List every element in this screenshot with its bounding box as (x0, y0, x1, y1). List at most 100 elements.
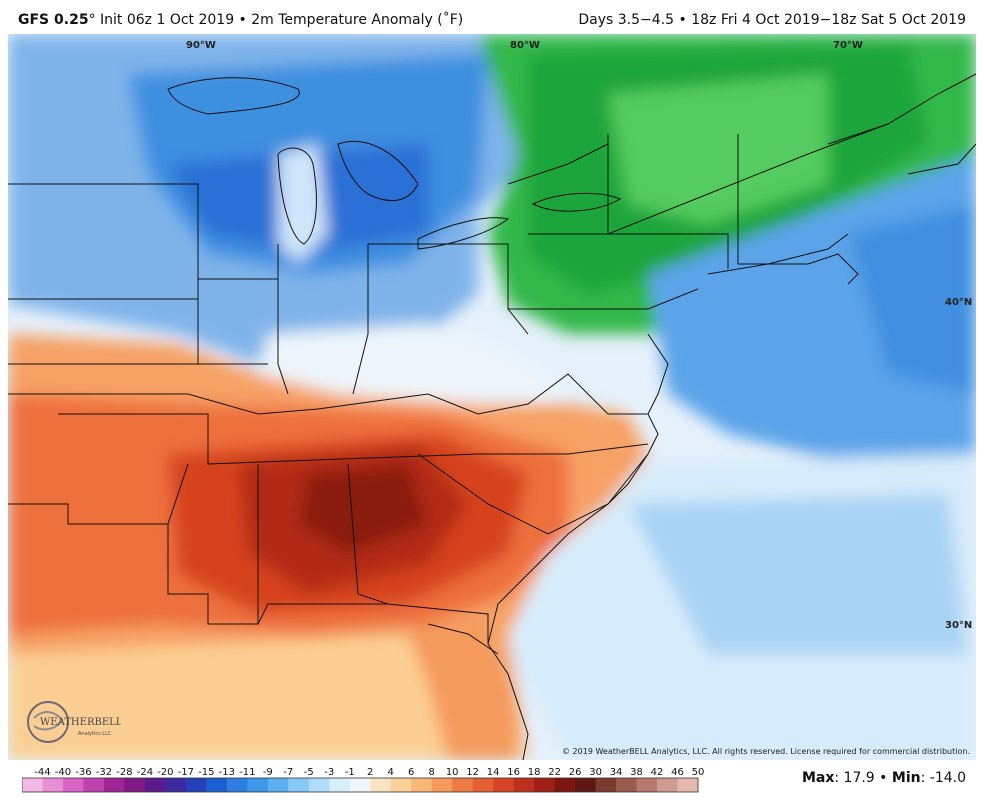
warm-florida (408, 624, 518, 760)
colorbar-swatch (103, 778, 125, 792)
colorbar-tick-label: 18 (528, 767, 541, 778)
colorbar-swatch (677, 778, 699, 792)
colorbar-border (21, 777, 699, 793)
max-label: Max (801, 770, 835, 786)
colorbar-swatch (657, 778, 679, 792)
colorbar-tick-label: 22 (548, 767, 561, 778)
min-value: -14.0 (929, 770, 966, 786)
lon-label-70w: 70°W (833, 40, 863, 51)
colorbar-tick-label: 16 (507, 767, 520, 778)
border-sc-ga (417, 453, 649, 535)
max-min-stats: Max: 17.9 • Min: -14.0 (801, 770, 966, 786)
colorbar-tick-label: 42 (651, 767, 664, 778)
maritime-coast (827, 73, 976, 175)
map-svg: 90°W 80°W 70°W 40°N 30°N (8, 34, 976, 760)
light-green-new-england (608, 74, 828, 224)
colorbar-swatch (329, 778, 351, 792)
colorbar-swatch (554, 778, 576, 792)
colorbar-svg: -44 -40 -36 -32 -28 -24 -20 -17 -15 -13 -11 -9 -7 -5-… (21, 767, 705, 793)
border-ny-ne (528, 134, 808, 269)
chart-title: GFS 0.25° Init 06z 1 Oct 2019 • 2m Tempe… (18, 12, 463, 28)
anomaly-map: 90°W 80°W 70°W 40°N 30°N WEATHERBELL Ana… (8, 34, 976, 760)
border-ia-mo (8, 298, 268, 365)
colorbar-swatch (288, 778, 310, 792)
lake-superior (167, 77, 300, 115)
weatherbell-logo: WEATHERBELL Analytics LLC (26, 698, 121, 746)
model-name: GFS 0.25 (18, 12, 89, 28)
init-and-field: Init 06z 1 Oct 2019 • 2m Temperature Ano… (95, 12, 464, 28)
colorbar-swatch (595, 778, 617, 792)
colorbar-swatch (226, 778, 248, 792)
degree-mark: ° (88, 12, 96, 28)
max-value: 17.9 (843, 770, 875, 786)
cold-core-atlantic (848, 204, 976, 394)
copyright-notice: © 2019 WeatherBELL Analytics, LLC. All r… (562, 747, 970, 756)
border-ar-ms (167, 463, 189, 525)
colorbar-tick-label: -44 (34, 767, 50, 778)
colorbar-swatch (411, 778, 433, 792)
colorbar-tick-label: -15 (198, 767, 214, 778)
lon-label-90w: 90°W (186, 40, 216, 51)
colorbar-tick-label: 14 (487, 767, 500, 778)
anomaly-fields (8, 34, 976, 760)
stats-separator: • (874, 770, 892, 786)
legend-colorbar: -44 -40 -36 -32 -28 -24 -20 -17 -15 -13 -11 -9 -7 -5-… (21, 764, 712, 800)
colorbar-tick-label: -17 (178, 767, 194, 778)
great-lakes-outlines (167, 77, 622, 250)
lake-erie (417, 217, 510, 250)
colorbar-swatch (636, 778, 658, 792)
florida-coast (427, 623, 529, 760)
atlantic-coast-south (487, 413, 659, 645)
colorbar-tick-label: -32 (96, 767, 112, 778)
colorbar-tick-label: 38 (630, 767, 643, 778)
us-canada-border (507, 123, 889, 235)
colorbar-swatch (308, 778, 330, 792)
warm-peak-georgia-alabama (298, 464, 428, 554)
colorbar-swatch (206, 778, 228, 792)
colorbar-swatch (534, 778, 556, 792)
light-anomaly-lake-michigan (278, 144, 328, 264)
colorbar-swatch (493, 778, 515, 792)
colorbar-swatch (349, 778, 371, 792)
colorbar-swatch (124, 778, 146, 792)
colorbar-swatch (616, 778, 638, 792)
new-england-coast (707, 233, 859, 285)
border-il-in (277, 244, 369, 395)
colorbar-tick-label: 30 (589, 767, 602, 778)
political-boundaries (8, 73, 976, 760)
mild-warm-gulf (8, 634, 528, 760)
weatherbell-logo-mark: WEATHERBELL Analytics LLC (27, 701, 121, 743)
colorbar-tick-label: -3 (324, 767, 334, 778)
lat-label-30n: 30°N (945, 620, 972, 631)
colorbar-swatch (247, 778, 269, 792)
colorbar-tick-label: 2 (367, 767, 373, 778)
lake-huron (337, 140, 419, 202)
near-normal-ohio-valley (258, 324, 568, 404)
valid-period: Days 3.5−4.5 • 18z Fri 4 Oct 2019−18z Sa… (578, 12, 966, 28)
lon-label-80w: 80°W (510, 40, 540, 51)
colorbar-swatch (22, 778, 43, 792)
colorbar-tick-label: -11 (239, 767, 255, 778)
colorbar-swatch (144, 778, 166, 792)
min-label: Min (891, 770, 921, 786)
colorbar-tick-label: -28 (116, 767, 132, 778)
colorbar-tick-label: 34 (610, 767, 623, 778)
colorbar-tick-label: -36 (75, 767, 91, 778)
logo-subtext: Analytics LLC (78, 731, 112, 737)
colorbar-swatch (390, 778, 412, 792)
border-tn-nc (58, 413, 649, 465)
colorbar-tick-label: -24 (137, 767, 153, 778)
colorbar-tick-label: 50 (692, 767, 705, 778)
colorbar-tick-label: 10 (446, 767, 459, 778)
colorbar-tick-label: 12 (466, 767, 479, 778)
colorbar-swatch (370, 778, 392, 792)
colorbar-swatch (431, 778, 453, 792)
colorbar-tick-label: -1 (345, 767, 355, 778)
border-mo-ky-va (8, 373, 648, 415)
colorbar-tick-label: 4 (388, 767, 394, 778)
lake-michigan (277, 147, 317, 245)
colorbar-tick-label: -20 (157, 767, 173, 778)
colorbar-swatch (62, 778, 84, 792)
colorbar-swatch (267, 778, 289, 792)
colorbar-tick-label: 8 (429, 767, 435, 778)
